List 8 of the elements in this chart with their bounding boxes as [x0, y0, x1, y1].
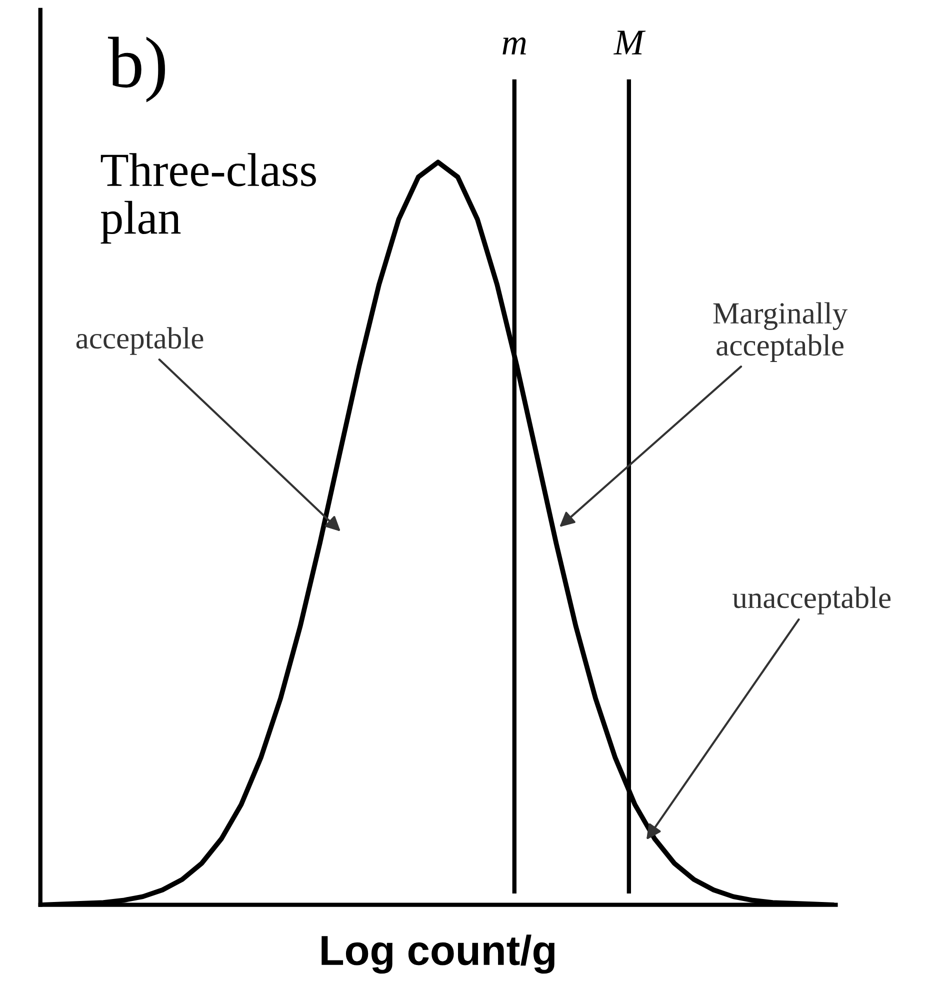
- chart-subtitle: Three-class plan: [100, 153, 316, 244]
- chart-title: b): [108, 36, 165, 102]
- annotation: Marginally acceptable: [713, 302, 848, 362]
- x-axis-title: Log count/g: [322, 934, 554, 974]
- text: m: [502, 37, 526, 54]
- annotation: unacceptable: [732, 586, 891, 614]
- annotation: acceptable: [76, 327, 204, 355]
- text: M: [613, 30, 646, 54]
